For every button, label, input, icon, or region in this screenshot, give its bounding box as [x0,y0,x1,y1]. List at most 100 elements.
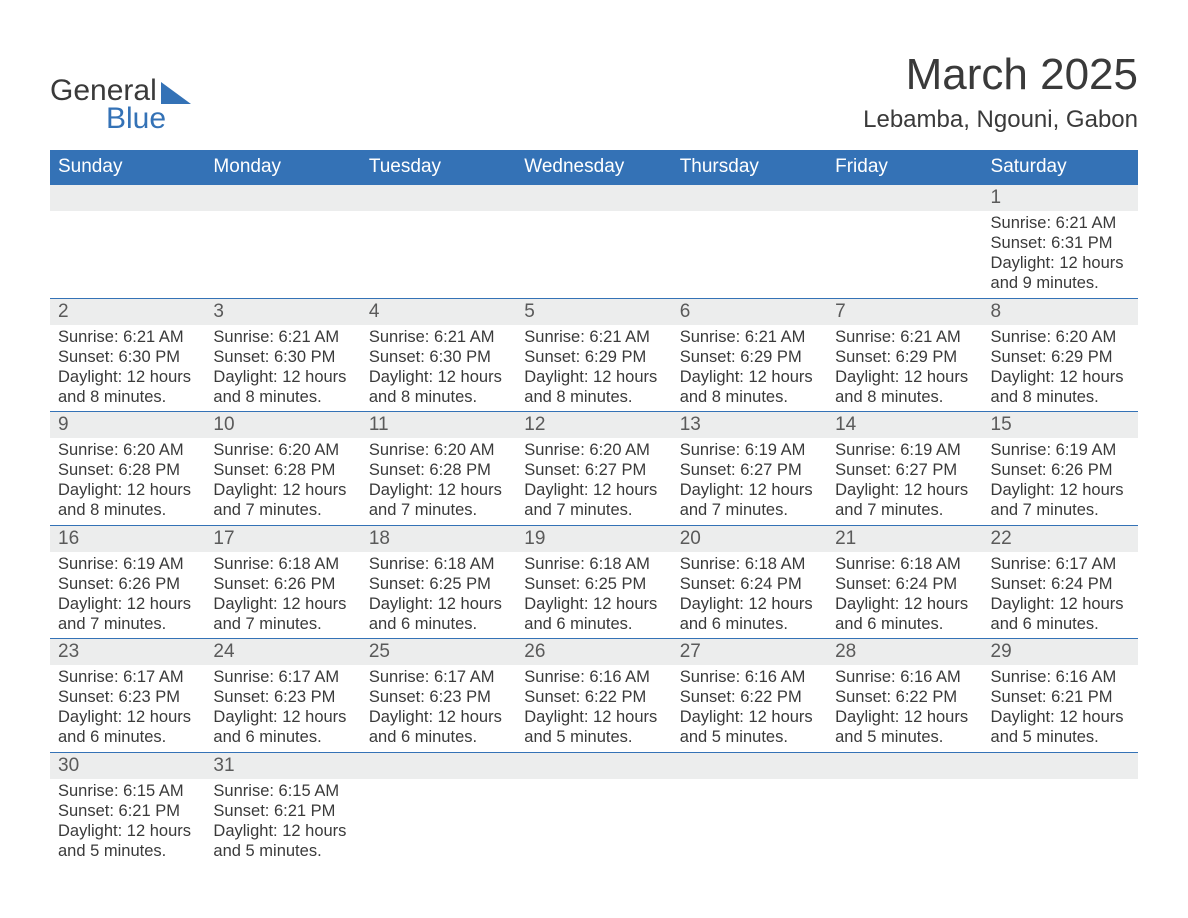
sunrise-label: Sunrise: [991,555,1056,573]
sunrise-label: Sunrise: [524,555,589,573]
sunrise-label: Sunrise: [213,782,278,800]
sunset: Sunset: 6:25 PM [524,574,663,594]
daylight-label: Daylight: [58,481,127,499]
daylight: Daylight: 12 hours and 8 minutes. [213,367,352,407]
day-detail-cell: Sunrise: 6:18 AMSunset: 6:25 PMDaylight:… [516,552,671,639]
sunrise-label: Sunrise: [213,328,278,346]
sunrise-value: 6:18 AM [900,555,961,573]
daynum-row: 16171819202122 [50,525,1138,552]
sunset-label: Sunset: [58,688,119,706]
day-number-cell: 7 [827,298,982,325]
daylight-label: Daylight: [524,595,593,613]
day-detail-cell [361,779,516,866]
sunset: Sunset: 6:26 PM [991,460,1130,480]
day-number-cell: 8 [983,298,1138,325]
daylight-label: Daylight: [213,481,282,499]
sunrise-label: Sunrise: [835,328,900,346]
daylight-label: Daylight: [58,822,127,840]
sunset-value: 6:30 PM [274,348,335,366]
sunset: Sunset: 6:27 PM [680,460,819,480]
day-detail-cell: Sunrise: 6:20 AMSunset: 6:28 PMDaylight:… [50,438,205,525]
daylight-label: Daylight: [369,708,438,726]
day-detail-cell [50,211,205,298]
daylight-label: Daylight: [991,254,1060,272]
sunrise-label: Sunrise: [58,782,123,800]
day-number-cell: 23 [50,639,205,666]
sunset: Sunset: 6:26 PM [58,574,197,594]
page-subtitle: Lebamba, Ngouni, Gabon [863,106,1138,134]
detail-row: Sunrise: 6:17 AMSunset: 6:23 PMDaylight:… [50,665,1138,752]
sunset-value: 6:23 PM [429,688,490,706]
calendar-thead: SundayMondayTuesdayWednesdayThursdayFrid… [50,150,1138,185]
sunrise-value: 6:20 AM [279,441,340,459]
daylight: Daylight: 12 hours and 8 minutes. [58,367,197,407]
daylight: Daylight: 12 hours and 7 minutes. [58,594,197,634]
sunrise-value: 6:19 AM [745,441,806,459]
daylight-label: Daylight: [835,368,904,386]
day-number-cell [205,185,360,212]
sunset-label: Sunset: [58,461,119,479]
day-detail-cell: Sunrise: 6:21 AMSunset: 6:29 PMDaylight:… [516,325,671,412]
sunrise-label: Sunrise: [991,328,1056,346]
sunset-label: Sunset: [213,461,274,479]
weekday-header: Wednesday [516,150,671,185]
sunset: Sunset: 6:23 PM [58,687,197,707]
daylight: Daylight: 12 hours and 5 minutes. [991,707,1130,747]
sunrise: Sunrise: 6:20 AM [991,327,1130,347]
sunset-value: 6:22 PM [896,688,957,706]
daylight: Daylight: 12 hours and 5 minutes. [58,821,197,861]
sunrise: Sunrise: 6:18 AM [524,554,663,574]
sunrise-value: 6:21 AM [434,328,495,346]
day-detail-cell: Sunrise: 6:17 AMSunset: 6:23 PMDaylight:… [50,665,205,752]
sunrise-label: Sunrise: [835,668,900,686]
daylight: Daylight: 12 hours and 6 minutes. [680,594,819,634]
daynum-row: 9101112131415 [50,412,1138,439]
sunrise-value: 6:16 AM [1056,668,1117,686]
day-number-cell [827,752,982,779]
sunset: Sunset: 6:21 PM [58,801,197,821]
sunset: Sunset: 6:30 PM [213,347,352,367]
sunset: Sunset: 6:24 PM [991,574,1130,594]
daylight-label: Daylight: [524,368,593,386]
weekday-header: Saturday [983,150,1138,185]
sunrise: Sunrise: 6:17 AM [369,667,508,687]
sunrise-value: 6:16 AM [589,668,650,686]
sunrise-value: 6:21 AM [1056,214,1117,232]
sunrise-value: 6:18 AM [745,555,806,573]
daylight: Daylight: 12 hours and 6 minutes. [991,594,1130,634]
sunset-label: Sunset: [369,688,430,706]
sunrise-label: Sunrise: [58,555,123,573]
day-number-cell: 11 [361,412,516,439]
daylight-label: Daylight: [213,708,282,726]
sunrise-label: Sunrise: [991,441,1056,459]
sunset-label: Sunset: [369,575,430,593]
sunrise-value: 6:17 AM [1056,555,1117,573]
day-number-cell [516,752,671,779]
sunset-label: Sunset: [680,348,741,366]
sunrise: Sunrise: 6:21 AM [369,327,508,347]
day-number-cell: 2 [50,298,205,325]
sunset-value: 6:23 PM [274,688,335,706]
day-number-cell [50,185,205,212]
sunset-value: 6:27 PM [896,461,957,479]
day-detail-cell [983,779,1138,866]
sunset: Sunset: 6:30 PM [369,347,508,367]
day-detail-cell: Sunrise: 6:18 AMSunset: 6:24 PMDaylight:… [672,552,827,639]
day-detail-cell [516,211,671,298]
sunset: Sunset: 6:28 PM [369,460,508,480]
day-number-cell: 28 [827,639,982,666]
sunset-value: 6:30 PM [429,348,490,366]
day-detail-cell [827,779,982,866]
sunset-label: Sunset: [991,234,1052,252]
sunset-label: Sunset: [213,802,274,820]
sunset-value: 6:21 PM [274,802,335,820]
daylight-label: Daylight: [680,595,749,613]
day-detail-cell: Sunrise: 6:18 AMSunset: 6:25 PMDaylight:… [361,552,516,639]
day-detail-cell: Sunrise: 6:19 AMSunset: 6:27 PMDaylight:… [827,438,982,525]
sunrise-value: 6:21 AM [123,328,184,346]
detail-row: Sunrise: 6:21 AMSunset: 6:31 PMDaylight:… [50,211,1138,298]
daylight-label: Daylight: [58,368,127,386]
sunrise-label: Sunrise: [524,441,589,459]
day-detail-cell [827,211,982,298]
day-number-cell: 30 [50,752,205,779]
